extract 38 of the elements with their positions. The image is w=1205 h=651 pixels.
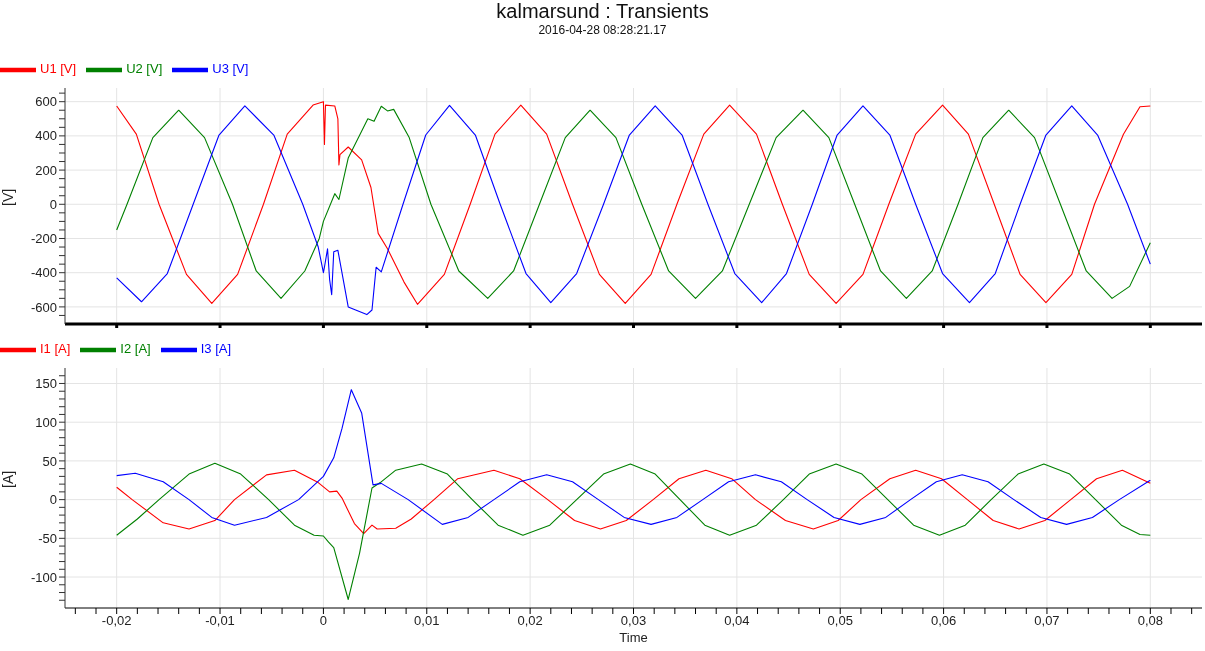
- y-tick-label: -400: [30, 265, 57, 281]
- y-tick-label: 150: [35, 376, 57, 392]
- y-tick-label: 0: [49, 196, 57, 212]
- x-tick-label: 0,08: [1137, 613, 1163, 629]
- y-tick-label: 100: [35, 414, 57, 430]
- x-tick-label: 0,02: [517, 613, 543, 629]
- legend-label: U1 [V]: [40, 61, 77, 77]
- x-tick-label: 0: [319, 613, 328, 629]
- legend-label: I1 [A]: [40, 341, 71, 357]
- x-tick-label: 0,01: [414, 613, 440, 629]
- line-series: [116, 469, 1151, 535]
- y-tick-label: 200: [35, 162, 57, 178]
- x-tick-label: -0,01: [205, 613, 235, 629]
- y-axis-title: [V]: [0, 188, 16, 206]
- legend-label: I2 [A]: [120, 341, 151, 357]
- x-tick-label: 0,06: [930, 613, 957, 629]
- x-tick-label: 0,05: [827, 613, 853, 629]
- x-tick-label: 0,03: [620, 613, 647, 629]
- y-tick-label: -100: [30, 569, 57, 585]
- y-tick-label: -600: [30, 299, 57, 315]
- line-series: [116, 389, 1151, 526]
- x-tick-label: 0,04: [724, 613, 750, 629]
- x-axis-title: Time: [619, 630, 648, 645]
- y-axis-title: [A]: [0, 470, 16, 488]
- legend-label: U2 [V]: [126, 61, 163, 77]
- legend-label: I3 [A]: [200, 341, 232, 357]
- y-tick-label: 0: [49, 492, 57, 508]
- line-series: [116, 462, 1151, 601]
- y-tick-label: 600: [35, 94, 57, 110]
- y-tick-label: 400: [35, 128, 57, 144]
- x-tick-label: 0,07: [1034, 613, 1060, 629]
- chart-title: kalmarsund : Transients: [495, 0, 710, 23]
- y-tick-label: 50: [42, 453, 57, 469]
- y-tick-label: -50: [38, 530, 57, 546]
- legend-label: U3 [V]: [212, 61, 249, 77]
- x-tick-label: -0,02: [101, 613, 132, 629]
- y-tick-label: -200: [30, 231, 57, 247]
- chart-subtitle: 2016-04-28 08:28:21.17: [537, 23, 668, 37]
